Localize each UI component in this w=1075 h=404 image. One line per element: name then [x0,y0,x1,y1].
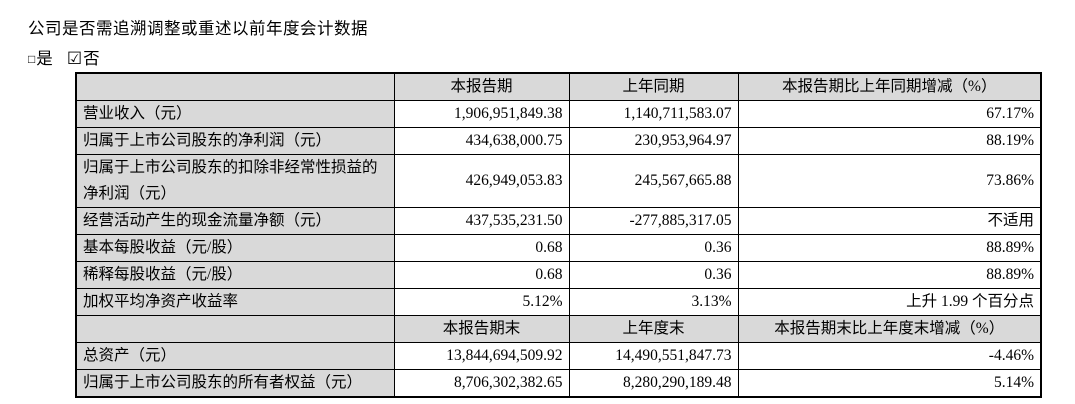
row-label: 加权平均净资产收益率 [75,288,395,316]
table-row-revenue: 营业收入（元） 1,906,951,849.38 1,140,711,583.0… [75,100,1042,128]
prior-value: 0.36 [568,261,739,289]
current-value: 426,949,053.83 [393,154,570,208]
prior-value: 14,490,551,847.73 [568,342,739,370]
current-value: 5.12% [393,288,570,316]
header-current-period: 本报告期 [393,72,570,101]
current-value: 0.68 [393,234,570,262]
table-row-weighted-avg-roe: 加权平均净资产收益率 5.12% 3.13% 上升 1.99 个百分点 [75,288,1042,316]
checkbox-unchecked-icon[interactable]: □ [28,52,36,66]
change-value: -4.46% [737,342,1042,370]
change-value: 88.19% [737,127,1042,155]
table-row-total-assets: 总资产（元） 13,844,694,509.92 14,490,551,847.… [75,342,1042,370]
header-prior-year-end: 上年度末 [568,315,739,343]
table-row-net-profit-excl-nonrecurring: 归属于上市公司股东的扣除非经常性损益的净利润（元） 426,949,053.83… [75,154,1042,208]
option-no[interactable]: ☑否 [67,49,100,68]
table-row-operating-cash-flow: 经营活动产生的现金流量净额（元） 437,535,231.50 -277,885… [75,207,1042,235]
current-value: 1,906,951,849.38 [393,100,570,128]
header-current-period-end: 本报告期末 [393,315,570,343]
change-value: 上升 1.99 个百分点 [737,288,1042,316]
row-label: 归属于上市公司股东的扣除非经常性损益的净利润（元） [75,154,395,208]
period-end-header-row: 本报告期末 上年度末 本报告期末比上年度末增减（%） [75,315,1042,343]
row-label: 总资产（元） [75,342,395,370]
current-value: 437,535,231.50 [393,207,570,235]
current-value: 0.68 [393,261,570,289]
option-yes[interactable]: □是 [28,49,53,68]
prior-value: 8,280,290,189.48 [568,369,739,398]
row-label: 归属于上市公司股东的净利润（元） [75,127,395,155]
row-label: 营业收入（元） [75,100,395,128]
question-text: 公司是否需追溯调整或重述以前年度会计数据 [28,19,368,38]
header-prior-period: 上年同期 [568,72,739,101]
row-label: 经营活动产生的现金流量净额（元） [75,207,395,235]
header-period-change: 本报告期比上年同期增减（%） [737,72,1042,101]
change-value: 5.14% [737,369,1042,398]
change-value: 67.17% [737,100,1042,128]
prior-value: 245,567,665.88 [568,154,739,208]
change-value: 88.89% [737,234,1042,262]
prior-value: 1,140,711,583.07 [568,100,739,128]
row-label: 归属于上市公司股东的所有者权益（元） [75,369,395,398]
table-row-net-profit: 归属于上市公司股东的净利润（元） 434,638,000.75 230,953,… [75,127,1042,155]
row-label: 基本每股收益（元/股） [75,234,395,262]
header-empty-cell [75,315,395,343]
table-row-diluted-eps: 稀释每股收益（元/股） 0.68 0.36 88.89% [75,261,1042,289]
current-value: 8,706,302,382.65 [393,369,570,398]
period-header-row: 本报告期 上年同期 本报告期比上年同期增减（%） [75,72,1042,101]
prior-value: 0.36 [568,234,739,262]
checkbox-row: □是 ☑否 [28,45,110,69]
change-value: 不适用 [737,207,1042,235]
change-value: 73.86% [737,154,1042,208]
prior-value: -277,885,317.05 [568,207,739,235]
table-row-basic-eps: 基本每股收益（元/股） 0.68 0.36 88.89% [75,234,1042,262]
row-label: 稀释每股收益（元/股） [75,261,395,289]
header-period-end-change: 本报告期末比上年度末增减（%） [737,315,1042,343]
option-yes-label: 是 [36,49,53,68]
checkbox-checked-icon[interactable]: ☑ [66,49,83,68]
option-no-label: 否 [83,49,100,68]
prior-value: 230,953,964.97 [568,127,739,155]
prior-value: 3.13% [568,288,739,316]
current-value: 13,844,694,509.92 [393,342,570,370]
key-financials-table: 本报告期 上年同期 本报告期比上年同期增减（%） 营业收入（元） 1,906,9… [75,72,1042,398]
change-value: 88.89% [737,261,1042,289]
header-empty-cell [75,72,395,101]
current-value: 434,638,000.75 [393,127,570,155]
table-row-shareholders-equity: 归属于上市公司股东的所有者权益（元） 8,706,302,382.65 8,28… [75,369,1042,398]
